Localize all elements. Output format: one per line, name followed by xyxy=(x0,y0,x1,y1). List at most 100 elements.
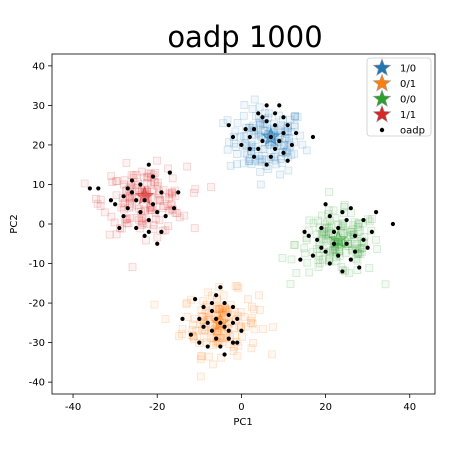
legend-label: 1/1 xyxy=(400,110,416,121)
cluster-point-1-0 xyxy=(281,127,290,136)
y-tick-label: -20 xyxy=(29,299,45,310)
cluster-point-1-1 xyxy=(139,219,148,228)
cluster-point-0-1 xyxy=(213,305,222,314)
cluster-point-1-1 xyxy=(142,236,150,245)
y-tick-label: 10 xyxy=(32,180,45,191)
cluster-point-0-0 xyxy=(324,206,333,215)
cluster-point-0-0 xyxy=(321,220,329,229)
cluster-point-1-0 xyxy=(277,121,286,130)
cluster-point-0-0 xyxy=(323,218,332,227)
cluster-point-0-0 xyxy=(329,206,338,215)
cluster-point-1-0 xyxy=(256,155,264,164)
cluster-point-1-1 xyxy=(158,203,167,212)
cluster-point-0-0 xyxy=(367,215,376,224)
cluster-point-0-1 xyxy=(196,355,205,364)
cluster-point-1-1 xyxy=(91,194,100,203)
cluster-point-1-0 xyxy=(290,121,299,130)
cluster-point-1-1 xyxy=(173,209,181,218)
oadp-point xyxy=(251,127,257,132)
cluster-point-0-1 xyxy=(247,302,256,311)
oadp-point xyxy=(113,202,118,207)
cluster-point-1-1 xyxy=(80,179,89,188)
cluster-point-1-0 xyxy=(246,155,254,164)
cluster-point-1-0 xyxy=(256,180,265,189)
cluster-point-0-0 xyxy=(354,228,363,236)
oadp-point xyxy=(159,229,164,235)
cluster-point-1-1 xyxy=(146,203,155,212)
cluster-point-1-1 xyxy=(124,219,133,228)
cluster-point-0-0 xyxy=(315,251,324,260)
cluster-point-1-1 xyxy=(144,169,153,178)
cluster-point-0-1 xyxy=(231,308,239,316)
cluster-point-0-1 xyxy=(190,334,198,343)
cluster-point-1-0 xyxy=(233,150,241,158)
cluster-point-0-0 xyxy=(290,241,298,249)
oadp-point xyxy=(226,336,231,341)
oadp-point xyxy=(239,142,244,148)
oadp-point xyxy=(264,162,269,167)
cluster-point-1-1 xyxy=(133,184,142,192)
cluster-point-0-0 xyxy=(318,231,327,240)
oadp-point xyxy=(294,130,299,136)
cluster-point-1-1 xyxy=(132,170,141,179)
cluster-point-0-1 xyxy=(247,314,256,322)
oadp-point xyxy=(218,285,223,290)
cluster-point-1-1 xyxy=(110,218,119,227)
oadp-point xyxy=(155,210,160,215)
cluster-point-0-1 xyxy=(199,333,208,342)
cluster-point-0-0 xyxy=(316,259,324,268)
cluster-point-1-1 xyxy=(165,189,174,198)
cluster-point-0-0 xyxy=(353,256,362,265)
oadp-point xyxy=(336,225,341,231)
cluster-point-0-0 xyxy=(317,211,326,220)
cluster-point-1-0 xyxy=(291,122,299,131)
cluster-point-1-0 xyxy=(255,118,264,127)
oadp-point xyxy=(155,241,160,246)
cluster-point-1-1 xyxy=(155,216,164,225)
cluster-point-1-1 xyxy=(180,211,189,220)
cluster-point-1-1 xyxy=(121,199,129,208)
cluster-point-0-1 xyxy=(238,332,246,341)
cluster-point-1-1 xyxy=(143,172,152,181)
oadp-point xyxy=(390,221,396,227)
cluster-point-1-1 xyxy=(128,263,137,271)
cluster-point-0-1 xyxy=(197,306,206,314)
oadp-point xyxy=(281,115,286,120)
cluster-point-0-0 xyxy=(356,250,365,259)
cluster-point-0-0 xyxy=(314,216,322,225)
cluster-point-0-0 xyxy=(355,219,363,228)
cluster-point-1-0 xyxy=(233,160,241,169)
cluster-point-0-0 xyxy=(338,219,347,228)
cluster-point-1-1 xyxy=(168,190,177,199)
x-tick-label: 20 xyxy=(319,402,332,413)
cluster-point-0-1 xyxy=(161,315,170,323)
oadp-point xyxy=(340,269,345,274)
cluster-point-0-0 xyxy=(358,248,366,256)
cluster-point-0-1 xyxy=(150,300,159,309)
cluster-point-1-1 xyxy=(140,205,149,214)
cluster-point-1-0 xyxy=(260,144,269,153)
oadp-point xyxy=(201,324,206,329)
oadp-point xyxy=(352,233,358,238)
oadp-point xyxy=(222,324,227,329)
cluster-point-0-1 xyxy=(183,298,192,307)
cluster-point-1-0 xyxy=(285,138,293,147)
cluster-point-1-0 xyxy=(236,132,245,141)
cluster-point-0-1 xyxy=(239,312,248,321)
cluster-point-1-0 xyxy=(240,132,249,140)
cluster-point-1-1 xyxy=(149,187,158,196)
cluster-point-1-1 xyxy=(191,185,200,194)
oadp-point xyxy=(285,158,290,163)
cluster-point-1-1 xyxy=(207,183,215,191)
cluster-point-1-0 xyxy=(256,167,265,176)
cluster-point-1-1 xyxy=(168,174,177,183)
cluster-point-1-0 xyxy=(284,166,293,175)
cluster-point-0-1 xyxy=(209,360,217,369)
cluster-point-1-1 xyxy=(167,188,176,197)
oadp-point xyxy=(108,198,114,203)
oadp-point xyxy=(272,111,278,116)
cluster-point-1-0 xyxy=(241,149,249,158)
legend-label: 0/1 xyxy=(400,79,416,90)
oadp-point xyxy=(146,162,151,167)
cluster-point-1-1 xyxy=(107,212,116,221)
